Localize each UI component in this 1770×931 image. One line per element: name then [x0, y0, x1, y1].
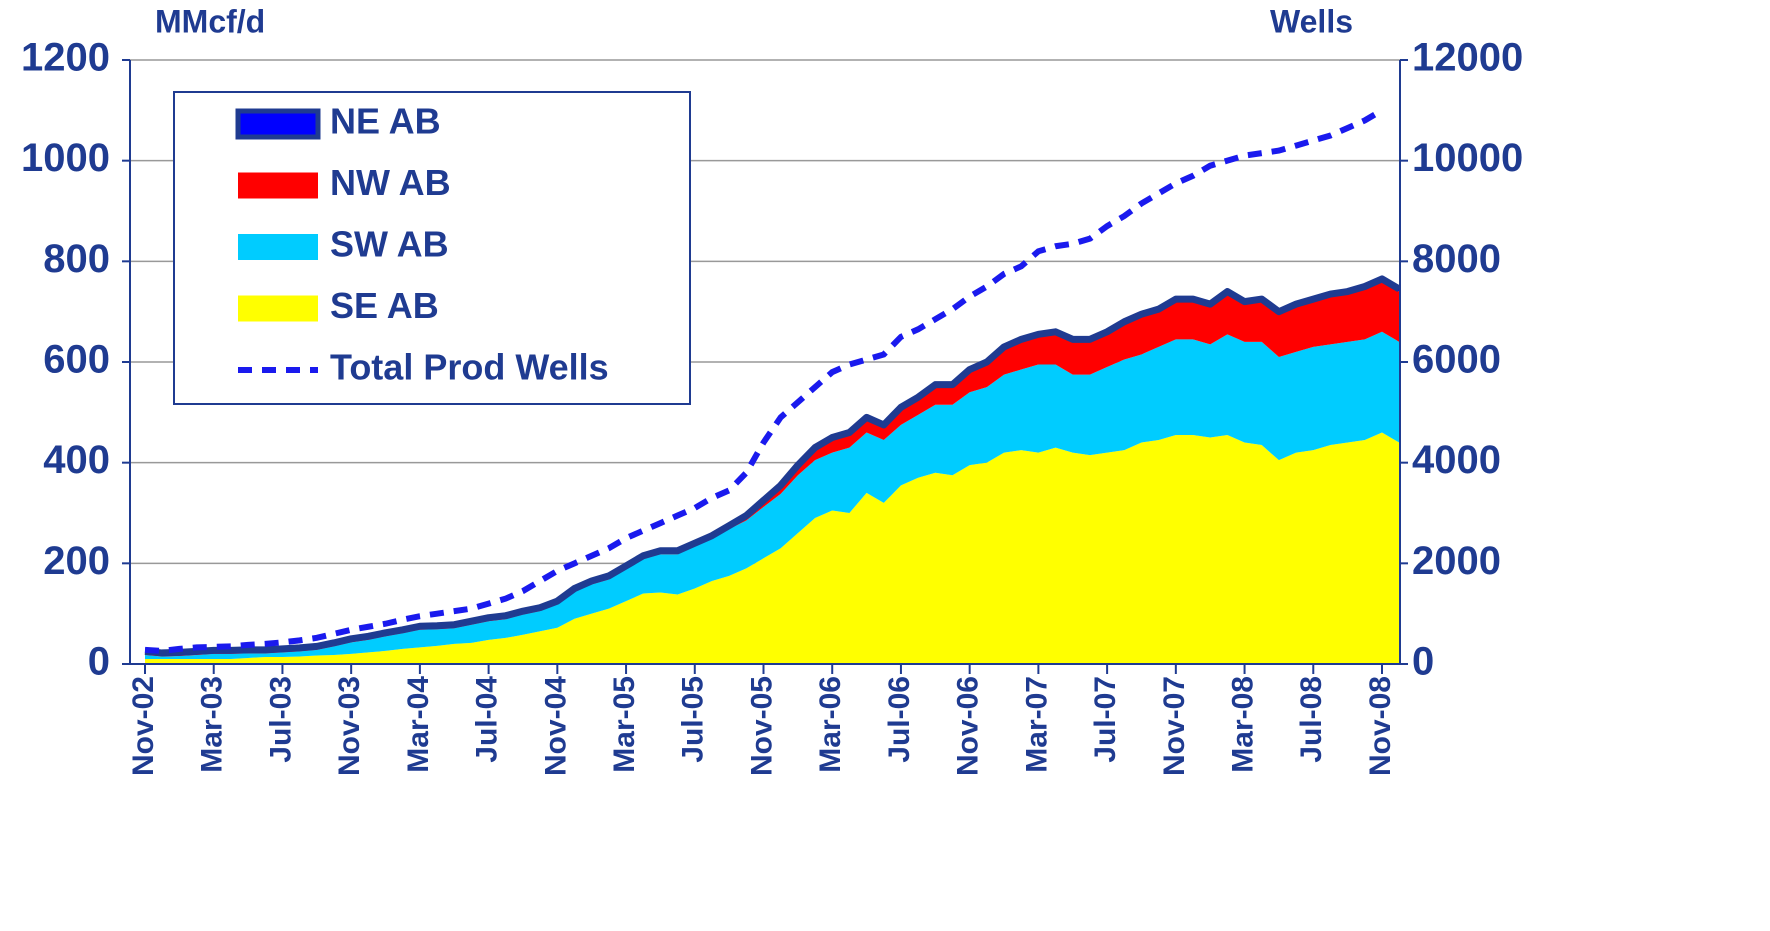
x-tick-label: Nov-08	[1364, 676, 1397, 776]
y2-tick-label: 4000	[1412, 438, 1501, 482]
x-tick-label: Mar-07	[1020, 676, 1053, 773]
y-tick-label: 1200	[21, 36, 110, 80]
legend-label: SW AB	[330, 224, 449, 265]
x-tick-label: Mar-06	[814, 676, 847, 773]
y-tick-label: 600	[43, 338, 110, 382]
area	[145, 281, 1400, 657]
x-tick-label: Nov-03	[333, 676, 366, 776]
x-tick-label: Mar-04	[402, 676, 435, 773]
y2-tick-label: 10000	[1412, 136, 1523, 180]
x-tick-label: Jul-06	[883, 676, 916, 763]
y2-axis-label: Wells	[1270, 3, 1353, 39]
area-outline	[144, 275, 1401, 657]
x-tick-label: Jul-04	[471, 676, 504, 763]
x-tick-label: Nov-04	[539, 676, 572, 776]
legend-swatch	[238, 172, 318, 199]
x-tick-label: Nov-06	[952, 676, 985, 776]
y2-tick-label: 8000	[1412, 237, 1501, 281]
area	[145, 331, 1400, 659]
legend-label: Total Prod Wells	[330, 347, 609, 388]
x-tick-label: Mar-05	[608, 676, 641, 773]
y-tick-label: 1000	[21, 136, 110, 180]
x-tick-label: Nov-02	[127, 676, 160, 776]
legend-swatch	[238, 234, 318, 260]
x-tick-label: Nov-07	[1158, 676, 1191, 776]
y-tick-label: 0	[88, 640, 110, 684]
legend-label: NW AB	[330, 162, 451, 203]
y-tick-label: 400	[43, 438, 110, 482]
legend-swatch	[238, 295, 318, 322]
legend-label: SE AB	[330, 285, 439, 326]
x-tick-label: Mar-03	[196, 676, 229, 773]
y2-tick-label: 6000	[1412, 338, 1501, 382]
x-tick-label: Mar-08	[1226, 676, 1259, 773]
x-tick-label: Jul-07	[1089, 676, 1122, 763]
y-axis-label: MMcf/d	[155, 3, 265, 39]
y2-tick-label: 2000	[1412, 539, 1501, 583]
y2-tick-label: 0	[1412, 640, 1434, 684]
x-tick-label: Nov-05	[745, 676, 778, 776]
y-tick-label: 200	[43, 539, 110, 583]
legend-label: NE AB	[330, 101, 441, 142]
line	[144, 107, 1384, 654]
x-tick-label: Jul-08	[1295, 676, 1328, 763]
x-tick-label: Jul-05	[677, 676, 710, 763]
y-tick-label: 800	[43, 237, 110, 281]
area	[145, 432, 1400, 664]
legend-swatch	[235, 108, 321, 140]
y2-tick-label: 12000	[1412, 36, 1523, 80]
x-tick-label: Jul-03	[264, 676, 297, 763]
